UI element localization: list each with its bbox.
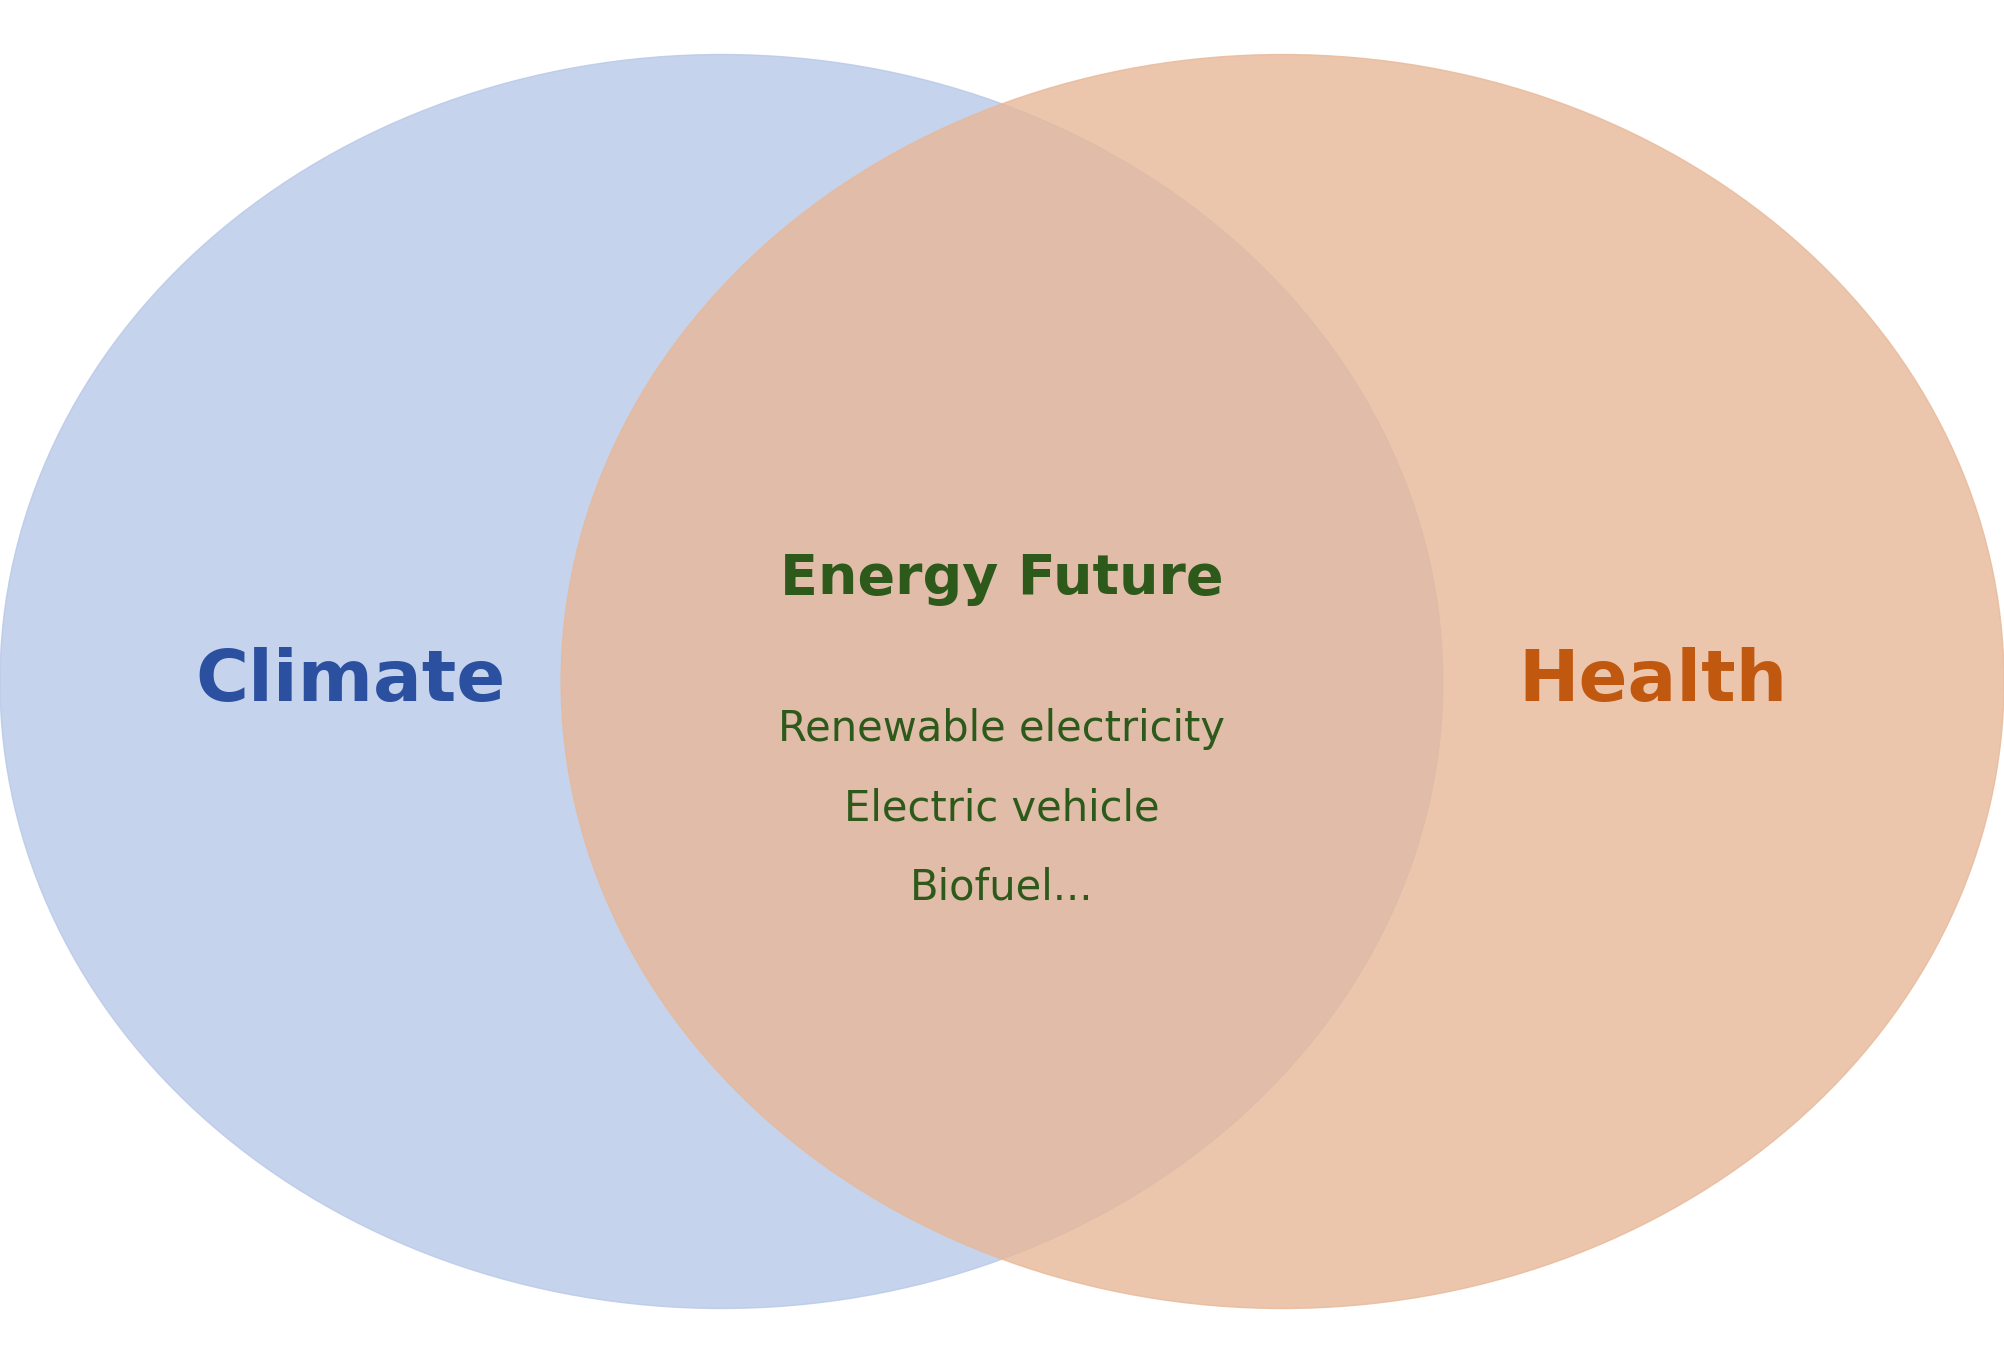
Text: Renewable electricity: Renewable electricity (778, 709, 1226, 750)
Text: Electric vehicle: Electric vehicle (844, 788, 1160, 829)
Text: Health: Health (1519, 647, 1788, 716)
Text: Energy Future: Energy Future (780, 552, 1224, 607)
Ellipse shape (0, 55, 1443, 1308)
Ellipse shape (561, 55, 2004, 1308)
Text: Biofuel...: Biofuel... (910, 867, 1094, 908)
Text: Climate: Climate (196, 647, 505, 716)
